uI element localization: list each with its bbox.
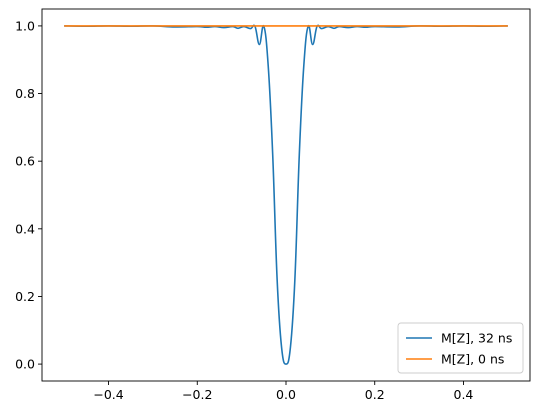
x-tick-label: −0.4 — [93, 387, 123, 402]
y-tick-label: 0.8 — [15, 86, 35, 101]
series-line-0 — [64, 24, 508, 365]
y-tick-label: 1.0 — [15, 18, 35, 33]
legend-box — [397, 322, 524, 374]
legend-label-1: M[Z], 0 ns — [441, 352, 504, 367]
y-tick-label: 0.6 — [15, 154, 35, 169]
legend: M[Z], 32 ns M[Z], 0 ns — [397, 322, 524, 374]
axes: −0.4 −0.2 0.0 0.2 0.4 0.0 0.2 0.4 0.6 0.8 1.0 — [15, 8, 531, 402]
plot-area — [64, 24, 508, 365]
x-tick-label: 0.2 — [365, 387, 385, 402]
y-tick-label: 0.2 — [15, 289, 35, 304]
x-tick-label: −0.2 — [182, 387, 212, 402]
legend-label-0: M[Z], 32 ns — [441, 331, 512, 346]
x-tick-label: 0.4 — [454, 387, 474, 402]
x-tick-label: 0.0 — [276, 387, 296, 402]
y-tick-label: 0.4 — [15, 221, 35, 236]
y-tick-label: 0.0 — [15, 357, 35, 372]
